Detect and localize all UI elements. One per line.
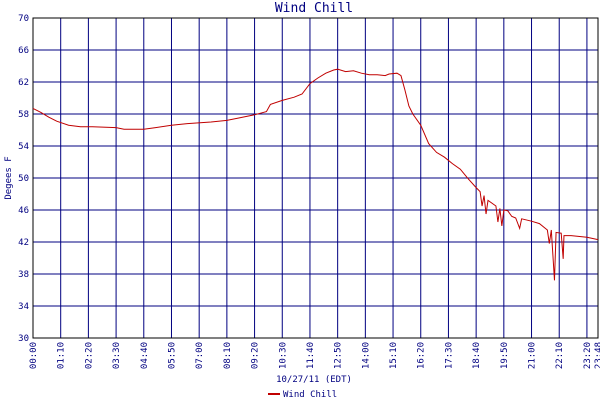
y-tick-label: 62	[18, 78, 29, 88]
x-tick-label: 07:00	[195, 342, 205, 369]
y-tick-label: 42	[18, 238, 29, 248]
y-tick-label: 50	[18, 174, 29, 184]
data-line	[32, 68, 599, 281]
y-axis-label: Degees F	[4, 156, 14, 199]
x-tick-label: 22:10	[555, 342, 565, 369]
chart-title: Wind Chill	[275, 1, 353, 16]
legend-label: Wind Chill	[283, 390, 337, 400]
y-tick-label: 58	[18, 110, 29, 120]
x-tick-label: 19:50	[500, 342, 510, 369]
x-tick-label: 02:20	[84, 342, 94, 369]
x-tick-label: 17:30	[444, 342, 454, 369]
x-tick-label: 23:20	[583, 342, 593, 369]
x-tick-label: 04:40	[140, 342, 150, 369]
y-tick-label: 38	[18, 270, 29, 280]
x-tick-label: 00:00	[29, 342, 39, 369]
x-tick-label: 12:50	[334, 342, 344, 369]
x-tick-label: 18:40	[472, 342, 482, 369]
y-tick-label: 54	[18, 142, 29, 152]
y-tick-label: 70	[18, 14, 29, 24]
x-axis-label: 10/27/11 (EDT)	[276, 375, 352, 385]
x-tick-label: 03:30	[112, 342, 122, 369]
plot-border	[32, 17, 599, 339]
x-tick-label: 08:10	[223, 342, 233, 369]
y-tick-label: 46	[18, 206, 29, 216]
x-tick-label: 16:20	[417, 342, 427, 369]
x-tick-label: 14:00	[361, 342, 371, 369]
x-tick-label: 15:10	[389, 342, 399, 369]
x-tick-label: 10:30	[278, 342, 288, 369]
x-tick-label: 05:50	[167, 342, 177, 369]
x-tick-label: 11:40	[306, 342, 316, 369]
x-tick-label: 23:48	[594, 342, 600, 369]
y-tick-label: 30	[18, 334, 29, 344]
x-tick-label: 09:20	[251, 342, 261, 369]
x-tick-label: 21:00	[528, 342, 538, 369]
y-tick-label: 66	[18, 46, 29, 56]
x-tick-label: 01:10	[57, 342, 67, 369]
y-tick-label: 34	[18, 302, 29, 312]
